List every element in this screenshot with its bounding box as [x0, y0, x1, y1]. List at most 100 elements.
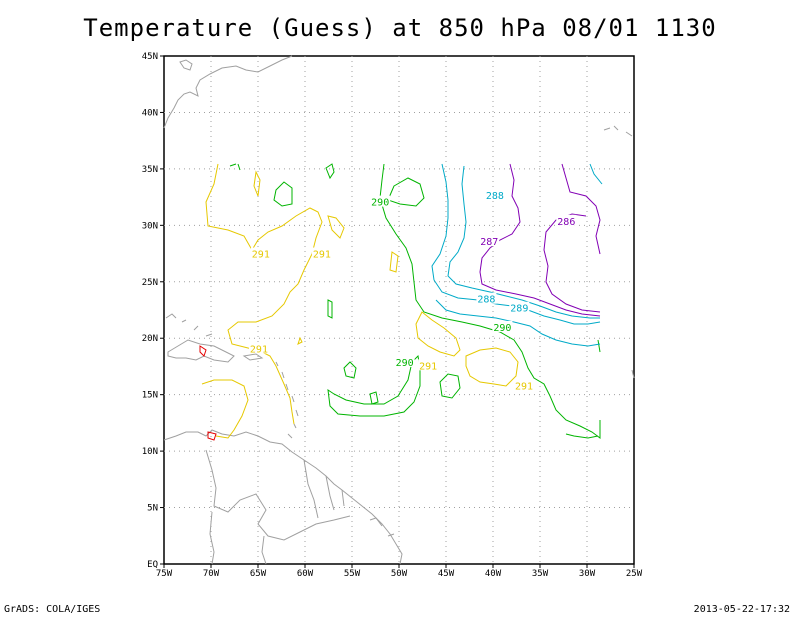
contour-290-tiny-3 — [327, 299, 333, 319]
contour-label: 291 — [250, 344, 268, 355]
contour-label: 291 — [313, 250, 331, 261]
lat-label: 20N — [142, 334, 158, 344]
contour-label: 290 — [371, 198, 389, 209]
lat-label: 30N — [142, 221, 158, 231]
contour-label-bg — [250, 247, 271, 259]
coast-lesser-antilles — [275, 361, 299, 439]
coast-nova-scotia — [179, 59, 193, 71]
lon-label: 45W — [438, 569, 455, 579]
contour-label: 291 — [419, 361, 437, 372]
contour-291-a — [205, 163, 323, 425]
footer-credit: GrADS: COLA/IGES — [4, 604, 101, 615]
coast-africa-edge — [631, 369, 635, 379]
contour-290-south — [565, 433, 599, 439]
lat-label: 45N — [142, 52, 158, 62]
lon-label: 60W — [297, 569, 314, 579]
contour-label-bg — [509, 301, 530, 313]
coast-puerto-rico — [242, 353, 264, 361]
contour-label-bg — [492, 320, 513, 332]
contours-red — [199, 345, 217, 441]
contour-290-tiny-2 — [229, 163, 241, 171]
contour-290-loop-small-3 — [439, 373, 461, 399]
lat-label: 5N — [147, 504, 158, 514]
contour-290-east-edge — [597, 339, 601, 353]
coastlines — [163, 55, 635, 565]
graticule — [164, 56, 634, 564]
contour-label-bg — [394, 355, 415, 367]
longitude-labels: 75W 70W 65W 60W 55W 50W 45W 40W 35W 30W 25W — [156, 569, 643, 579]
contour-label-bg — [311, 247, 332, 259]
contour-label-bg — [370, 195, 391, 207]
coast-north-america — [163, 55, 293, 129]
contour-label: 290 — [396, 358, 414, 369]
footer-timestamp: 2013-05-22-17:32 — [693, 604, 790, 615]
lon-label: 25W — [626, 569, 643, 579]
contour-290-bubble-west — [273, 181, 293, 207]
contour-label: 287 — [480, 237, 498, 248]
latitude-labels: EQ 5N 10N 15N 20N 25N 30N 35N 40N 45N — [142, 52, 158, 570]
border-south-america — [205, 449, 351, 565]
lon-label: 40W — [485, 569, 502, 579]
contour-labels: 291 291 291 291 291 290 290 290 288 288 289 287 286 — [248, 188, 577, 393]
contours-288-289 — [431, 163, 603, 347]
contour-label-bg — [248, 342, 269, 354]
contour-290-main — [379, 163, 601, 439]
contour-label: 291 — [515, 382, 533, 393]
contour-label-bg — [514, 379, 535, 391]
contour-label-bg — [484, 188, 505, 200]
axis-ticks — [160, 55, 635, 568]
contour-291-d — [389, 251, 399, 273]
contour-291-c — [327, 215, 345, 239]
contour-label-bg — [476, 292, 497, 304]
lon-label: 30W — [579, 569, 596, 579]
map-frame — [163, 55, 635, 565]
lon-label: 55W — [344, 569, 361, 579]
contour-label: 288 — [477, 295, 495, 306]
contour-290-loop-small-2 — [369, 391, 379, 405]
contour-label: 291 — [252, 250, 270, 261]
lon-label: 70W — [203, 569, 220, 579]
contour-291-h — [465, 347, 519, 387]
coast-island-east — [603, 125, 633, 137]
contour-label-bg — [418, 359, 439, 371]
lon-label: 75W — [156, 569, 173, 579]
coast-bahamas — [165, 313, 213, 337]
contour-288 — [431, 163, 601, 325]
coast-south-america — [163, 429, 403, 565]
contour-290-tiny-1 — [325, 163, 335, 180]
contour-291-f — [201, 379, 249, 439]
lon-label: 35W — [532, 569, 549, 579]
contour-287 — [479, 163, 601, 317]
contour-290-loop-small-1 — [343, 361, 357, 379]
contour-label: 289 — [510, 304, 528, 315]
contour-288-b — [447, 165, 600, 319]
contour-291-g — [415, 311, 461, 357]
lat-label: 35N — [142, 165, 158, 175]
contour-label-bg — [556, 214, 577, 226]
contour-291-b — [253, 170, 261, 197]
contour-label: 286 — [557, 217, 575, 228]
contour-289 — [435, 299, 601, 347]
coast-river-delta — [369, 517, 395, 537]
contour-label: 288 — [486, 191, 504, 202]
lat-label: 40N — [142, 108, 158, 118]
map-title: Temperature (Guess) at 850 hPa 08/01 113… — [83, 14, 717, 42]
contour-label-bg — [479, 235, 500, 247]
contours-291 — [201, 163, 519, 439]
contour-red-south — [207, 431, 217, 441]
contour-291-e — [297, 336, 303, 345]
contour-286-b — [543, 213, 601, 313]
lat-label: 15N — [142, 391, 158, 401]
contour-red-hispaniola — [199, 345, 207, 357]
contour-290-bubble-north — [387, 177, 425, 207]
contour-label: 290 — [493, 323, 511, 334]
contour-288-ne — [589, 163, 603, 185]
lat-label: EQ — [147, 560, 158, 570]
lat-label: 10N — [142, 447, 158, 457]
coast-hispaniola — [167, 339, 235, 363]
contour-286 — [561, 163, 601, 255]
lon-label: 50W — [391, 569, 408, 579]
lon-label: 65W — [250, 569, 267, 579]
lat-label: 25N — [142, 278, 158, 288]
